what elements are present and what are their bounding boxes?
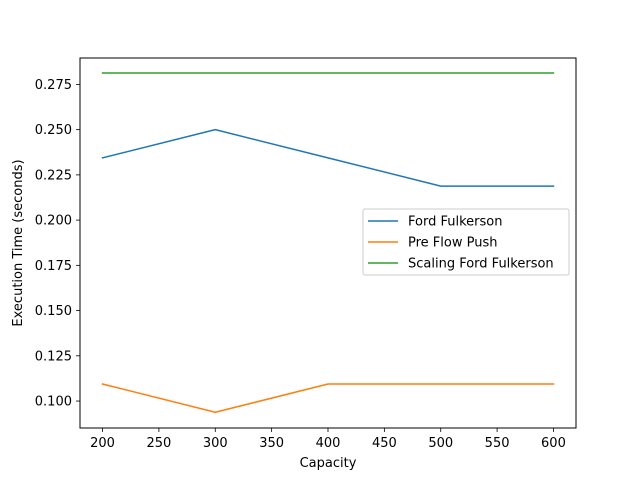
y-axis-label: Execution Time (seconds) — [11, 159, 26, 326]
legend-label-2: Scaling Ford Fulkerson — [408, 257, 554, 272]
y-tick-label: 0.275 — [35, 78, 72, 93]
x-tick-label: 350 — [259, 436, 284, 451]
series-line-0 — [101, 128, 555, 187]
x-tick-label: 550 — [485, 436, 510, 451]
x-axis-label: Capacity — [300, 456, 357, 471]
series-layer — [101, 72, 555, 414]
legend-box — [362, 208, 570, 276]
y-tick-label: 0.175 — [35, 259, 72, 274]
y-tick-label: 0.150 — [35, 304, 72, 319]
x-tick-label: 400 — [316, 436, 341, 451]
x-tick-label: 300 — [203, 436, 228, 451]
x-tick-label: 250 — [146, 436, 171, 451]
y-tick-label: 0.225 — [35, 168, 72, 183]
x-tick-label: 450 — [372, 436, 397, 451]
y-tick-label: 0.200 — [35, 214, 72, 229]
x-tick-label: 200 — [90, 436, 115, 451]
x-tick-label: 500 — [428, 436, 453, 451]
series-line-1 — [101, 383, 555, 414]
legend: Ford Fulkerson Pre Flow Push Scaling Ford … — [362, 208, 570, 276]
y-tick-label: 0.100 — [35, 395, 72, 410]
x-axis-ticks: 200 250 300 350 400 450 500 550 600 — [90, 428, 566, 451]
x-tick-label: 600 — [541, 436, 566, 451]
legend-label-1: Pre Flow Push — [408, 236, 497, 251]
y-axis-ticks: 0.100 0.125 0.150 0.175 0.200 0.225 0.250 0.275 — [35, 78, 80, 410]
y-tick-label: 0.250 — [35, 123, 72, 138]
legend-label-0: Ford Fulkerson — [408, 215, 502, 230]
y-tick-label: 0.125 — [35, 349, 72, 364]
